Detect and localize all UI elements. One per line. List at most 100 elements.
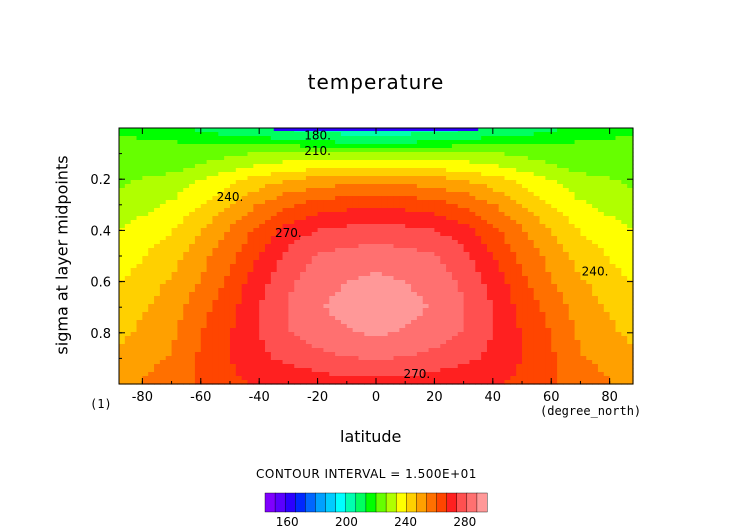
- field-cell: [522, 160, 529, 165]
- field-cell: [615, 232, 622, 237]
- field-cell: [492, 152, 500, 157]
- field-cell: [621, 212, 628, 217]
- field-cell: [189, 148, 196, 153]
- field-cell: [276, 180, 284, 185]
- field-cell: [603, 236, 611, 241]
- field-cell: [533, 272, 541, 277]
- field-cell: [270, 156, 278, 161]
- field-cell: [370, 292, 377, 297]
- field-cell: [574, 336, 582, 341]
- field-cell: [124, 144, 132, 149]
- field-cell: [183, 232, 190, 237]
- field-cell: [592, 128, 599, 133]
- field-cell: [148, 316, 155, 321]
- field-cell: [416, 272, 424, 277]
- field-cell: [340, 188, 348, 193]
- field-cell: [574, 260, 582, 265]
- field-cell: [346, 192, 354, 197]
- field-cell: [300, 192, 307, 197]
- field-cell: [451, 292, 459, 297]
- field-cell: [580, 188, 587, 193]
- field-cell: [615, 156, 622, 161]
- field-cell: [621, 152, 628, 157]
- field-cell: [165, 176, 173, 181]
- field-cell: [124, 260, 132, 265]
- field-cell: [142, 184, 149, 189]
- field-cell: [586, 292, 593, 297]
- field-cell: [288, 320, 295, 325]
- field-cell: [481, 128, 488, 133]
- field-cell: [492, 316, 500, 321]
- field-cell: [358, 268, 365, 273]
- field-cell: [124, 152, 132, 157]
- field-cell: [411, 248, 418, 253]
- field-cell: [393, 244, 400, 249]
- field-cell: [265, 176, 272, 181]
- field-cell: [592, 284, 599, 289]
- field-cell: [481, 244, 488, 249]
- field-cell: [154, 332, 161, 337]
- field-cell: [288, 220, 295, 225]
- field-cell: [621, 216, 628, 221]
- field-cell: [189, 336, 196, 341]
- field-cell: [364, 172, 371, 177]
- field-cell: [171, 244, 179, 249]
- field-cell: [206, 176, 214, 181]
- field-cell: [206, 324, 214, 329]
- field-cell: [335, 196, 342, 201]
- field-cell: [171, 332, 179, 337]
- field-cell: [206, 204, 214, 209]
- field-cell: [317, 280, 325, 285]
- field-cell: [177, 212, 184, 217]
- field-cell: [516, 164, 523, 169]
- field-cell: [475, 144, 482, 149]
- field-cell: [229, 208, 237, 213]
- field-cell: [352, 244, 360, 249]
- field-cell: [253, 236, 260, 241]
- field-cell: [381, 304, 389, 309]
- field-cell: [154, 140, 161, 145]
- field-cell: [346, 308, 354, 313]
- field-cell: [416, 244, 424, 249]
- field-cell: [235, 148, 243, 153]
- field-cell: [136, 156, 143, 161]
- field-cell: [212, 320, 219, 325]
- field-cell: [522, 312, 529, 317]
- field-cell: [551, 176, 558, 181]
- field-cell: [346, 132, 354, 137]
- field-cell: [446, 268, 453, 273]
- field-cell: [340, 208, 348, 213]
- field-cell: [364, 240, 371, 245]
- field-cell: [463, 272, 471, 277]
- field-cell: [387, 320, 395, 325]
- field-cell: [405, 272, 412, 277]
- field-cell: [265, 140, 272, 145]
- field-cell: [294, 172, 301, 177]
- field-cell: [294, 188, 301, 193]
- field-cell: [393, 184, 400, 189]
- field-cell: [300, 224, 307, 229]
- field-cell: [603, 292, 611, 297]
- field-cell: [194, 256, 202, 261]
- field-cell: [259, 208, 266, 213]
- field-cell: [370, 296, 377, 301]
- field-cell: [557, 328, 564, 333]
- field-cell: [241, 168, 249, 173]
- field-cell: [323, 268, 330, 273]
- field-cell: [376, 252, 383, 257]
- field-cell: [568, 128, 576, 133]
- field-cell: [522, 144, 529, 149]
- field-cell: [294, 256, 301, 261]
- field-cell: [376, 316, 383, 321]
- field-cell: [411, 196, 418, 201]
- field-cell: [381, 348, 389, 353]
- field-cell: [492, 320, 500, 325]
- field-cell: [440, 256, 447, 261]
- field-cell: [580, 196, 587, 201]
- field-cell: [340, 268, 348, 273]
- field-cell: [200, 228, 208, 233]
- field-cell: [294, 264, 301, 269]
- field-cell: [305, 208, 313, 213]
- field-cell: [446, 168, 453, 173]
- field-cell: [574, 232, 582, 237]
